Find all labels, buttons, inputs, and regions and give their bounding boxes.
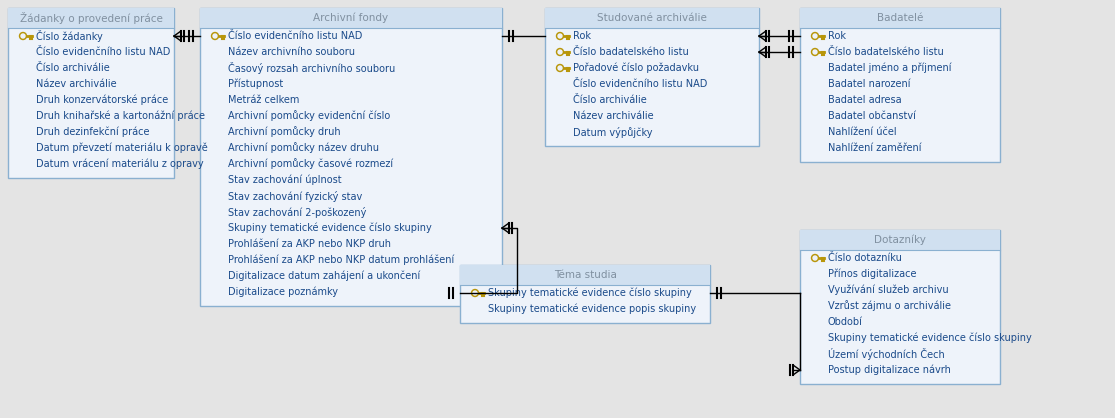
Text: Prohlášení za AKP nebo NKP datum prohlášení: Prohlášení za AKP nebo NKP datum prohláš…: [227, 255, 454, 265]
Bar: [200, 8, 502, 28]
Bar: [799, 8, 1000, 162]
Text: Číslo evidenčního listu NAD: Číslo evidenčního listu NAD: [573, 79, 707, 89]
Text: Digitalizace datum zahájení a ukončení: Digitalizace datum zahájení a ukončení: [227, 271, 420, 281]
Circle shape: [812, 33, 818, 39]
Circle shape: [558, 66, 562, 70]
Circle shape: [813, 256, 817, 260]
Text: Stav zachování fyzický stav: Stav zachování fyzický stav: [227, 191, 362, 201]
Text: Téma studia: Téma studia: [553, 270, 617, 280]
Text: Název archiválie: Název archiválie: [573, 111, 653, 121]
Bar: [799, 8, 1000, 28]
Circle shape: [556, 64, 563, 71]
Text: Badatel adresa: Badatel adresa: [828, 95, 902, 105]
Text: Badatel narození: Badatel narození: [828, 79, 911, 89]
Text: Archivní pomůcky druh: Archivní pomůcky druh: [227, 127, 340, 138]
Bar: [799, 230, 1000, 384]
Text: Číslo badatelského listu: Číslo badatelského listu: [573, 47, 689, 57]
Circle shape: [213, 34, 217, 38]
Bar: [545, 8, 759, 28]
Bar: [200, 8, 502, 306]
Text: Přístupnost: Přístupnost: [227, 79, 283, 89]
Text: Archivní fondy: Archivní fondy: [313, 13, 388, 23]
Bar: [460, 265, 710, 323]
Text: Číslo evidenčního listu NAD: Číslo evidenčního listu NAD: [227, 31, 362, 41]
Bar: [8, 8, 174, 28]
Text: Přínos digitalizace: Přínos digitalizace: [828, 269, 917, 279]
Circle shape: [556, 48, 563, 56]
Text: Vzrůst zájmu o archiválie: Vzrůst zájmu o archiválie: [828, 301, 951, 311]
Text: Archivní pomůcky časové rozmezí: Archivní pomůcky časové rozmezí: [227, 158, 394, 169]
Text: Dotazníky: Dotazníky: [874, 235, 925, 245]
Text: Skupiny tematické evidence číslo skupiny: Skupiny tematické evidence číslo skupiny: [828, 333, 1031, 343]
Text: Archivní pomůcky název druhu: Archivní pomůcky název druhu: [227, 143, 379, 153]
Circle shape: [212, 33, 219, 39]
Text: Metráž celkem: Metráž celkem: [227, 95, 299, 105]
Text: Stav zachování úplnost: Stav zachování úplnost: [227, 175, 341, 185]
Circle shape: [21, 34, 25, 38]
Bar: [8, 8, 174, 178]
Text: Pořadové číslo požadavku: Pořadové číslo požadavku: [573, 63, 699, 73]
Text: Skupiny tematické evidence číslo skupiny: Skupiny tematické evidence číslo skupiny: [227, 223, 432, 233]
Text: Postup digitalizace návrh: Postup digitalizace návrh: [828, 365, 951, 375]
Bar: [799, 230, 1000, 250]
Text: Badatel jméno a příjmení: Badatel jméno a příjmení: [828, 63, 951, 73]
Text: Datum převzetí materiálu k opravě: Datum převzetí materiálu k opravě: [36, 143, 207, 153]
Bar: [545, 8, 759, 146]
Text: Druh knihařské a kartonážní práce: Druh knihařské a kartonážní práce: [36, 111, 205, 121]
Circle shape: [556, 33, 563, 39]
Text: Číslo evidenčního listu NAD: Číslo evidenčního listu NAD: [36, 47, 171, 57]
Text: Badatel občanství: Badatel občanství: [828, 111, 915, 121]
Circle shape: [813, 34, 817, 38]
Text: Skupiny tematické evidence číslo skupiny: Skupiny tematické evidence číslo skupiny: [488, 288, 691, 298]
Text: Druh konzervátorské práce: Druh konzervátorské práce: [36, 95, 168, 105]
Text: Archivní pomůcky evidenční číslo: Archivní pomůcky evidenční číslo: [227, 110, 390, 122]
Text: Číslo žádanky: Číslo žádanky: [36, 30, 103, 42]
Circle shape: [558, 50, 562, 54]
Text: Skupiny tematické evidence popis skupiny: Skupiny tematické evidence popis skupiny: [488, 304, 696, 314]
Text: Datum výpůjčky: Datum výpůjčky: [573, 127, 652, 138]
Text: Prohlášení za AKP nebo NKP druh: Prohlášení za AKP nebo NKP druh: [227, 239, 391, 249]
Text: Název archivního souboru: Název archivního souboru: [227, 47, 355, 57]
Bar: [460, 265, 710, 285]
Text: Datum vrácení materiálu z opravy: Datum vrácení materiálu z opravy: [36, 159, 204, 169]
Text: Název archiválie: Název archiválie: [36, 79, 117, 89]
Text: Časový rozsah archivního souboru: Časový rozsah archivního souboru: [227, 62, 395, 74]
Circle shape: [813, 50, 817, 54]
Text: Území východních Čech: Území východních Čech: [828, 348, 944, 360]
Text: Využívání služeb archivu: Využívání služeb archivu: [828, 285, 949, 295]
Circle shape: [19, 33, 27, 39]
Text: Rok: Rok: [573, 31, 591, 41]
Text: Studované archiválie: Studované archiválie: [597, 13, 707, 23]
Text: Nahlížení účel: Nahlížení účel: [828, 127, 896, 137]
Text: Období: Období: [828, 317, 863, 327]
Circle shape: [812, 255, 818, 262]
Circle shape: [812, 48, 818, 56]
Text: Žádanky o provedení práce: Žádanky o provedení práce: [20, 12, 163, 24]
Text: Číslo archiválie: Číslo archiválie: [573, 95, 647, 105]
Circle shape: [472, 290, 478, 296]
Text: Číslo archiválie: Číslo archiválie: [36, 63, 109, 73]
Text: Rok: Rok: [828, 31, 846, 41]
Text: Druh dezinfekční práce: Druh dezinfekční práce: [36, 127, 149, 137]
Text: Digitalizace poznámky: Digitalizace poznámky: [227, 287, 338, 297]
Text: Číslo badatelského listu: Číslo badatelského listu: [828, 47, 943, 57]
Circle shape: [473, 291, 477, 295]
Circle shape: [558, 34, 562, 38]
Text: Číslo dotazníku: Číslo dotazníku: [828, 253, 902, 263]
Text: Badatelé: Badatelé: [876, 13, 923, 23]
Text: Stav zachování 2-poškozený: Stav zachování 2-poškozený: [227, 206, 367, 217]
Text: Nahlížení zaměření: Nahlížení zaměření: [828, 143, 921, 153]
